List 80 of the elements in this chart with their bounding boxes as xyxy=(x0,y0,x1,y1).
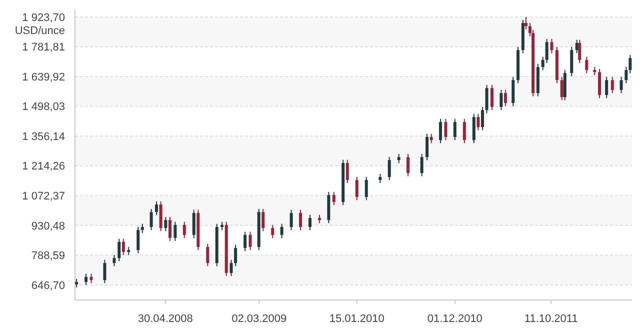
y-tick-label: 1 498,03 xyxy=(22,101,65,114)
candlestick xyxy=(585,56,588,74)
candlestick xyxy=(332,191,336,206)
x-tick-label: 30.04.2008 xyxy=(138,313,193,325)
candlestick xyxy=(550,38,554,54)
candlestick xyxy=(308,214,312,231)
candlestick xyxy=(426,133,429,161)
candlestick xyxy=(610,76,614,94)
candlestick xyxy=(150,208,153,231)
candlestick xyxy=(355,176,358,201)
candlestick xyxy=(500,89,503,111)
y-tick-label: 788,59 xyxy=(31,250,65,262)
x-tick-label: 01.12.2010 xyxy=(427,313,482,325)
candlestick xyxy=(103,259,106,284)
candlestick xyxy=(122,238,125,256)
candlestick xyxy=(174,221,177,242)
candlestick xyxy=(397,153,400,164)
candlestick xyxy=(159,200,162,232)
candlestick xyxy=(90,273,93,284)
candlestick xyxy=(206,243,210,267)
y-tick-label: 930,48 xyxy=(31,220,65,232)
y-tick-label: 646,70 xyxy=(31,280,65,292)
candlestick xyxy=(84,273,88,286)
candlestick xyxy=(112,254,116,267)
candlestick xyxy=(192,209,196,239)
candlestick xyxy=(364,176,368,201)
candlestick xyxy=(234,244,238,267)
y-tick-label: 1 781,81 xyxy=(22,42,65,54)
y-axis-title: USD/unce xyxy=(14,24,65,37)
y-tick-label: 1 639,92 xyxy=(22,71,65,84)
candlestick xyxy=(388,156,391,181)
x-tick-label: 11.10.2011 xyxy=(524,313,578,325)
candlestick xyxy=(476,113,480,131)
candlestick xyxy=(406,153,410,177)
candlestick xyxy=(560,76,564,101)
candlestick xyxy=(244,231,247,252)
candlestick xyxy=(541,56,544,71)
candlestick xyxy=(598,68,602,99)
candlestick xyxy=(570,46,574,77)
candlestick xyxy=(280,223,284,239)
candlestick xyxy=(378,173,382,184)
candlestick xyxy=(439,118,442,144)
candlestick xyxy=(164,216,168,232)
candlestick xyxy=(444,118,448,141)
candlestick xyxy=(578,39,582,64)
candlestick xyxy=(182,221,186,239)
candlestick xyxy=(545,38,548,64)
candlestick xyxy=(140,223,144,234)
y-tick-label: 1 356,14 xyxy=(22,130,65,143)
candlestick xyxy=(624,66,628,84)
candlestick xyxy=(605,76,608,99)
candlestick xyxy=(462,118,466,144)
candlestick xyxy=(628,54,632,74)
candlestick xyxy=(154,200,158,216)
x-tick-label: 15.01.2010 xyxy=(329,313,384,325)
candlestick xyxy=(430,133,433,144)
candlestick xyxy=(271,224,274,239)
y-tick-label: 1 072,37 xyxy=(22,190,65,202)
candlestick xyxy=(620,76,623,94)
candlestick xyxy=(453,118,456,141)
candlestick xyxy=(230,259,233,277)
candlestick xyxy=(298,209,302,231)
y-tick-label: 1 214,26 xyxy=(22,160,65,173)
candlestick xyxy=(485,84,488,114)
candlestick xyxy=(262,208,265,232)
candlestick xyxy=(290,209,293,231)
candlestick xyxy=(512,76,515,107)
candlestick xyxy=(136,226,140,254)
candlestick xyxy=(504,89,507,107)
candlestick xyxy=(472,113,476,144)
candlestick xyxy=(118,238,121,262)
y-tick-label: 1 923,70 xyxy=(22,12,65,24)
candlestick xyxy=(346,159,349,184)
candlestick xyxy=(420,153,424,177)
candlestick xyxy=(480,106,484,131)
candlestick xyxy=(490,84,494,111)
x-tick-label: 02.03.2009 xyxy=(232,313,287,325)
candlestick xyxy=(168,216,172,242)
candlestick xyxy=(524,16,528,30)
candlestick xyxy=(248,231,252,251)
